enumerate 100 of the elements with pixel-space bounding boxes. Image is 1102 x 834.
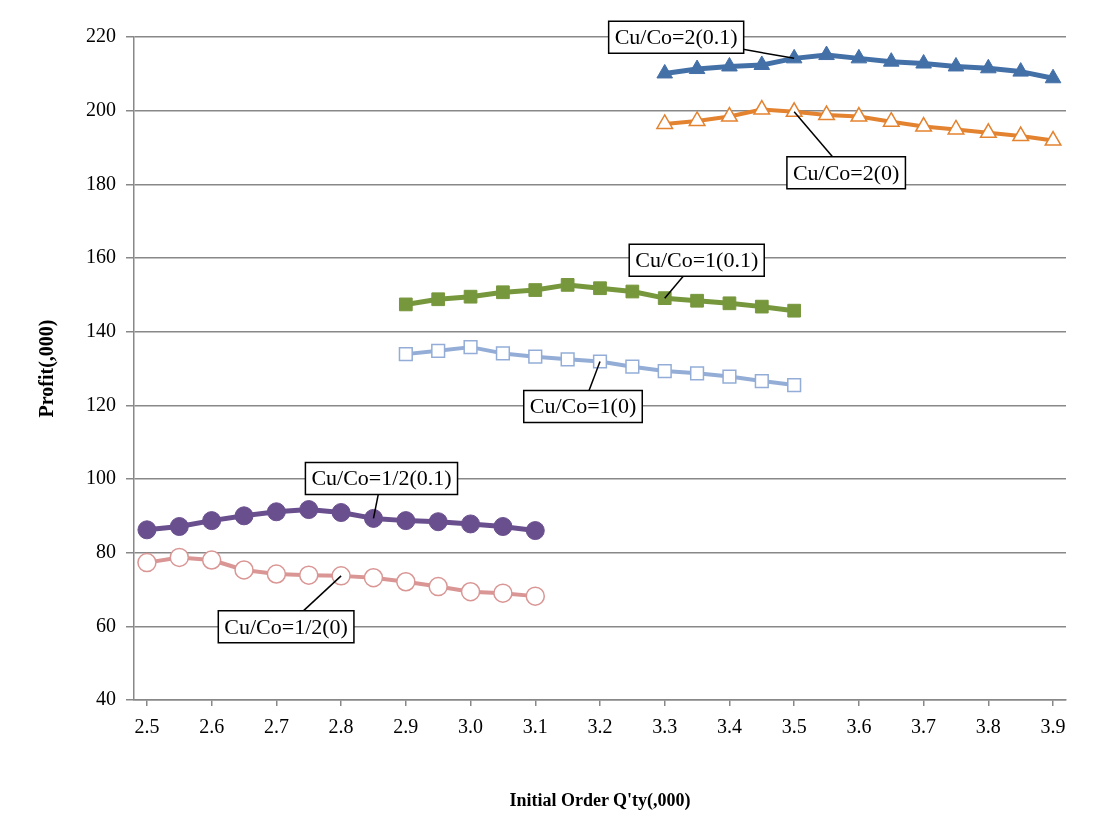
point — [495, 346, 511, 361]
point — [525, 521, 545, 541]
point — [493, 583, 513, 603]
point — [463, 289, 478, 304]
point — [331, 503, 351, 523]
point — [137, 520, 157, 540]
x-tick-label: 3.3 — [652, 715, 678, 738]
point — [428, 576, 448, 597]
point — [688, 59, 706, 75]
point — [787, 377, 802, 393]
point — [1012, 62, 1029, 77]
point — [850, 48, 868, 64]
point — [431, 292, 446, 307]
point — [560, 352, 575, 367]
point — [817, 105, 836, 121]
x-tick-label: 2.9 — [393, 715, 419, 738]
y-tick-label: 180 — [86, 171, 116, 194]
point — [722, 369, 737, 384]
point — [720, 106, 738, 122]
x-tick-label: 3.6 — [846, 715, 872, 738]
y-tick-label: 40 — [96, 687, 116, 710]
point — [721, 56, 738, 72]
point — [525, 586, 546, 606]
point — [657, 291, 672, 306]
y-tick-label: 200 — [86, 97, 116, 120]
point — [528, 349, 543, 364]
x-tick-label: 3.1 — [522, 715, 548, 738]
point — [201, 550, 222, 570]
x-tick-label: 3.2 — [587, 715, 613, 738]
point — [1012, 126, 1030, 142]
series-label: Cu/Co=1/2(0) — [224, 613, 348, 639]
point — [460, 581, 481, 602]
point — [266, 564, 287, 584]
point — [656, 63, 674, 79]
y-tick-label: 140 — [86, 318, 116, 341]
point — [363, 508, 383, 528]
series-label: Cu/Co=1/2(0.1) — [311, 465, 452, 491]
y-tick-label: 220 — [86, 24, 116, 47]
x-tick-label: 3.5 — [781, 715, 807, 738]
point — [785, 102, 803, 118]
point — [882, 52, 900, 67]
point — [656, 114, 674, 130]
point — [431, 343, 446, 358]
y-tick-label: 100 — [86, 466, 116, 489]
point — [753, 55, 771, 70]
point — [169, 547, 190, 568]
point — [915, 54, 932, 69]
point — [947, 56, 965, 72]
series-label: Cu/Co=1(0.1) — [635, 246, 759, 272]
x-tick-label: 3.8 — [975, 715, 1001, 738]
point — [396, 572, 416, 592]
point — [493, 517, 513, 537]
point — [169, 517, 189, 537]
point — [137, 552, 157, 573]
point — [915, 116, 933, 132]
point — [882, 111, 900, 127]
point — [299, 500, 319, 520]
point — [979, 123, 997, 139]
point — [396, 511, 416, 531]
point — [1044, 130, 1062, 146]
point — [398, 297, 413, 312]
point — [331, 566, 351, 586]
point — [980, 58, 997, 74]
point — [299, 565, 319, 585]
point — [818, 45, 835, 61]
point — [463, 340, 478, 355]
point — [753, 99, 771, 115]
point — [496, 285, 510, 300]
point — [234, 506, 254, 526]
x-tick-label: 2.6 — [199, 715, 225, 738]
x-tick-label: 3.4 — [716, 715, 742, 738]
y-tick-label: 120 — [86, 392, 116, 415]
y-axis-title: Profit(,000) — [35, 319, 59, 418]
point — [850, 106, 868, 122]
x-tick-label: 3.9 — [1040, 715, 1066, 738]
point — [1044, 68, 1062, 84]
x-axis-title: Initial Order Q'ty(,000) — [509, 789, 691, 811]
point — [428, 512, 448, 532]
point — [657, 363, 672, 379]
x-tick-label: 3.0 — [458, 715, 484, 738]
point — [398, 347, 413, 362]
y-tick-label: 80 — [96, 539, 116, 562]
series-label: Cu/Co=1(0) — [529, 393, 637, 419]
x-tick-label: 2.7 — [263, 715, 289, 738]
point — [625, 284, 640, 299]
point — [785, 48, 803, 64]
point — [461, 514, 481, 534]
point — [528, 283, 543, 297]
point — [593, 281, 607, 296]
point — [560, 278, 575, 292]
point — [722, 296, 737, 311]
y-tick-label: 160 — [86, 245, 116, 268]
series-label: Cu/Co=2(0) — [792, 159, 900, 185]
point — [754, 373, 769, 389]
y-tick-label: 60 — [96, 613, 116, 636]
point — [266, 502, 286, 522]
point — [689, 366, 705, 381]
point — [947, 119, 965, 135]
x-tick-label: 2.8 — [328, 715, 354, 738]
point — [688, 111, 706, 127]
